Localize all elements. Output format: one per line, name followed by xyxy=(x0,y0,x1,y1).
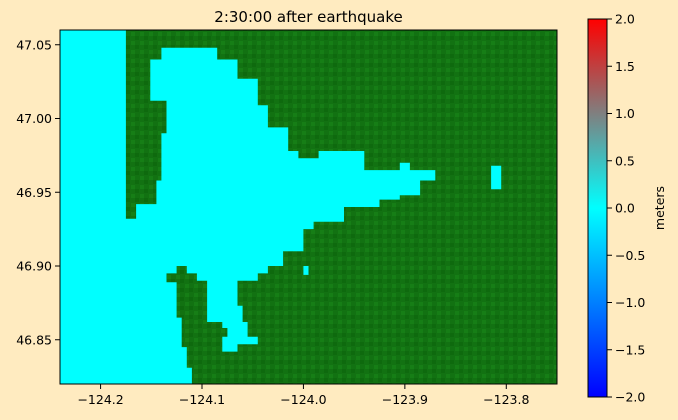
water-region-1 xyxy=(491,165,502,190)
y-tick-label: 47.00 xyxy=(16,111,52,126)
plot-frame xyxy=(59,29,558,385)
y-tick-label: 47.05 xyxy=(16,37,52,52)
colorbar-tick-label: 1.5 xyxy=(615,59,635,74)
water-region-0 xyxy=(60,30,436,384)
y-axis: 46.85 46.90 46.95 47.00 47.05 xyxy=(16,37,60,347)
colorbar-tick-label: 2.0 xyxy=(615,12,635,27)
colorbar-tick-label: 1.0 xyxy=(615,106,635,121)
colorbar-tick-label: −1.5 xyxy=(615,342,645,357)
colorbar-gradient xyxy=(587,18,608,398)
y-tick-label: 46.85 xyxy=(16,332,52,347)
plot-area xyxy=(60,30,557,384)
x-tick-label: −124.1 xyxy=(179,392,225,407)
colorbar-tick-label: −0.5 xyxy=(615,248,645,263)
colorbar-label: meters xyxy=(652,186,667,230)
x-tick-label: −124.2 xyxy=(77,392,123,407)
chart-title: 2:30:00 after earthquake xyxy=(214,8,402,26)
x-tick-label: −124.0 xyxy=(280,392,326,407)
colorbar-tick-label: −1.0 xyxy=(615,295,645,310)
x-tick-label: −123.8 xyxy=(483,392,529,407)
colorbar-ticks: 2.0 1.5 1.0 0.5 0.0 −0.5 −1.0 −1.5 −2.0 xyxy=(607,12,645,405)
colorbar: 2.0 1.5 1.0 0.5 0.0 −0.5 −1.0 −1.5 −2.0 meters xyxy=(587,12,667,405)
y-tick-label: 46.90 xyxy=(16,259,52,274)
y-tick-label: 46.95 xyxy=(16,185,52,200)
colorbar-tick-label: −2.0 xyxy=(615,390,645,405)
colorbar-tick-label: 0.0 xyxy=(615,201,635,216)
x-axis: −124.2 −124.1 −124.0 −123.9 −123.8 xyxy=(77,384,529,407)
x-tick-label: −123.9 xyxy=(382,392,428,407)
water-layer xyxy=(60,30,502,384)
colorbar-tick-label: 0.5 xyxy=(615,153,635,168)
water-region-2 xyxy=(303,266,309,275)
